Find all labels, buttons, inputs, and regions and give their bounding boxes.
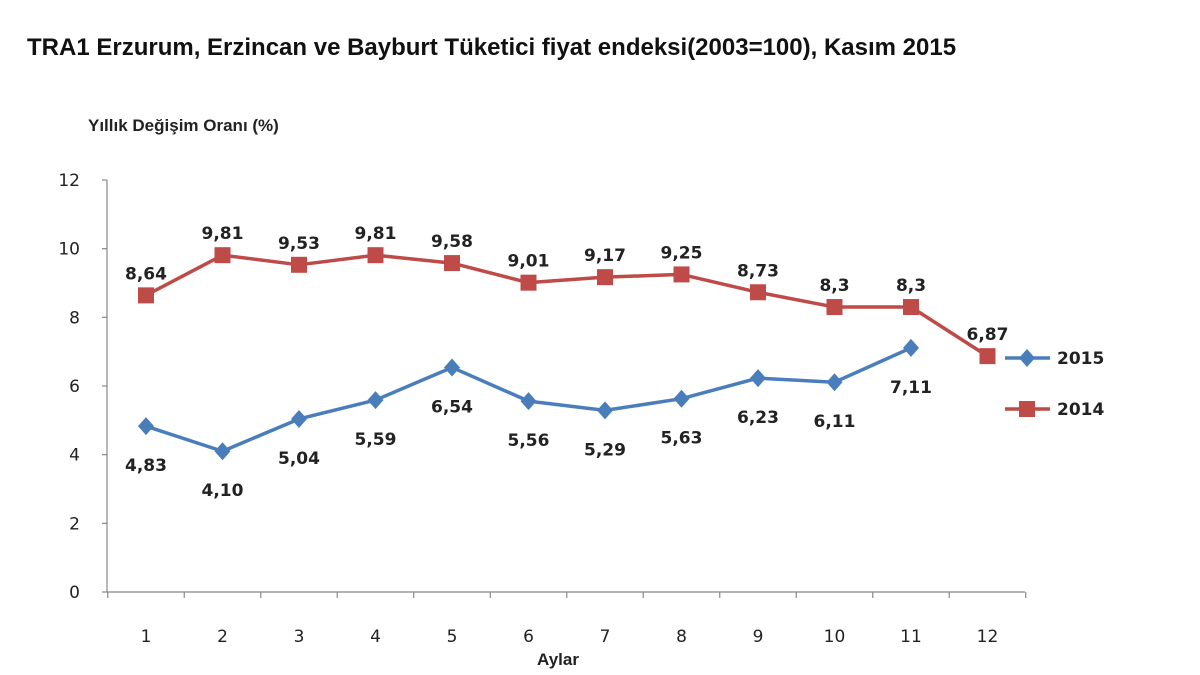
data-label-2015: 6,54 bbox=[431, 397, 473, 417]
data-point-2014 bbox=[214, 247, 231, 264]
data-point-2015 bbox=[520, 392, 537, 411]
x-tick-label: 6 bbox=[523, 627, 534, 647]
data-label-2015: 5,63 bbox=[661, 429, 703, 449]
x-tick-label: 2 bbox=[217, 627, 228, 647]
data-label-2014: 8,3 bbox=[819, 276, 849, 296]
data-point-2014 bbox=[367, 247, 384, 264]
data-point-2015 bbox=[214, 442, 231, 461]
data-label-2015: 5,59 bbox=[355, 430, 397, 450]
data-point-2014 bbox=[826, 299, 843, 316]
y-tick-label: 0 bbox=[69, 583, 80, 603]
data-label-2014: 9,81 bbox=[202, 224, 244, 244]
data-point-2014 bbox=[979, 348, 996, 365]
data-label-2014: 8,73 bbox=[737, 261, 779, 281]
data-label-2014: 9,17 bbox=[584, 246, 626, 266]
data-point-2014 bbox=[673, 266, 690, 283]
data-point-2015 bbox=[597, 401, 613, 420]
x-tick-label: 1 bbox=[141, 627, 152, 647]
data-label-2015: 5,04 bbox=[278, 449, 320, 469]
data-point-2014 bbox=[597, 269, 613, 286]
series-markers bbox=[138, 247, 996, 461]
x-tick-label: 4 bbox=[370, 627, 381, 647]
x-tick-label: 10 bbox=[824, 627, 846, 647]
data-label-2014: 8,3 bbox=[896, 276, 926, 296]
data-point-2015 bbox=[444, 358, 460, 377]
x-tick-label: 7 bbox=[600, 627, 611, 647]
data-label-2015: 7,11 bbox=[890, 378, 932, 398]
data-point-2014 bbox=[520, 274, 537, 291]
data-label-2014: 6,87 bbox=[967, 325, 1009, 345]
y-tick-label: 2 bbox=[69, 514, 80, 534]
data-label-2014: 9,81 bbox=[355, 224, 397, 244]
data-point-2015 bbox=[367, 391, 384, 410]
legend: 2015 2014 bbox=[1005, 349, 1104, 420]
data-label-2015: 4,10 bbox=[202, 481, 244, 501]
data-labels: 4,83 4,10 5,04 5,59 6,54 5,56 5,29 5,63 6,23 6,11… bbox=[125, 224, 1008, 501]
x-tick-labels: 1 2 3 4 5 6 7 8 9 10 11 12 bbox=[107, 592, 1027, 647]
y-axis-title: Yıllık Değişim Oranı (%) bbox=[88, 116, 279, 135]
data-point-2015 bbox=[673, 389, 690, 408]
legend-marker-2015 bbox=[1019, 349, 1035, 367]
chart-title: TRA1 Erzurum, Erzincan ve Bayburt Tüketi… bbox=[27, 34, 957, 61]
data-label-2014: 9,25 bbox=[661, 243, 703, 263]
data-label-2015: 6,11 bbox=[814, 412, 856, 432]
x-tick-label: 5 bbox=[447, 627, 458, 647]
data-point-2014 bbox=[903, 299, 919, 316]
data-label-2015: 4,83 bbox=[125, 456, 167, 476]
y-tick-labels: 0 2 4 6 8 10 12 bbox=[58, 171, 107, 603]
x-tick-label: 11 bbox=[900, 627, 922, 647]
y-tick-label: 10 bbox=[58, 240, 80, 260]
data-point-2015 bbox=[750, 369, 766, 388]
data-point-2014 bbox=[444, 255, 460, 272]
data-point-2014 bbox=[138, 287, 154, 304]
data-point-2014 bbox=[750, 284, 766, 301]
data-point-2015 bbox=[826, 373, 843, 392]
data-point-2015 bbox=[903, 338, 919, 357]
data-label-2014: 9,01 bbox=[508, 252, 550, 272]
series-line-2014 bbox=[145, 253, 989, 358]
legend-label-2014: 2014 bbox=[1057, 400, 1104, 420]
y-tick-label: 12 bbox=[58, 171, 80, 191]
legend-marker-2014 bbox=[1019, 401, 1035, 417]
data-label-2015: 5,29 bbox=[584, 440, 626, 460]
data-label-2014: 9,53 bbox=[278, 234, 320, 254]
x-tick-label: 9 bbox=[753, 627, 764, 647]
y-tick-label: 6 bbox=[69, 377, 80, 397]
x-tick-label: 3 bbox=[294, 627, 305, 647]
data-point-2015 bbox=[138, 417, 154, 436]
data-label-2015: 6,23 bbox=[737, 408, 779, 428]
axes bbox=[106, 180, 1025, 593]
x-axis-title: Aylar bbox=[537, 650, 579, 669]
x-tick-label: 8 bbox=[676, 627, 687, 647]
y-tick-label: 4 bbox=[69, 446, 80, 466]
data-point-2015 bbox=[291, 409, 307, 428]
y-tick-label: 8 bbox=[69, 308, 80, 328]
x-tick-label: 12 bbox=[977, 627, 999, 647]
data-point-2014 bbox=[291, 256, 307, 273]
data-label-2014: 8,64 bbox=[125, 264, 167, 284]
data-label-2014: 9,58 bbox=[431, 232, 473, 252]
series-lines bbox=[145, 253, 989, 453]
data-label-2015: 5,56 bbox=[508, 431, 550, 451]
legend-label-2015: 2015 bbox=[1057, 349, 1104, 369]
